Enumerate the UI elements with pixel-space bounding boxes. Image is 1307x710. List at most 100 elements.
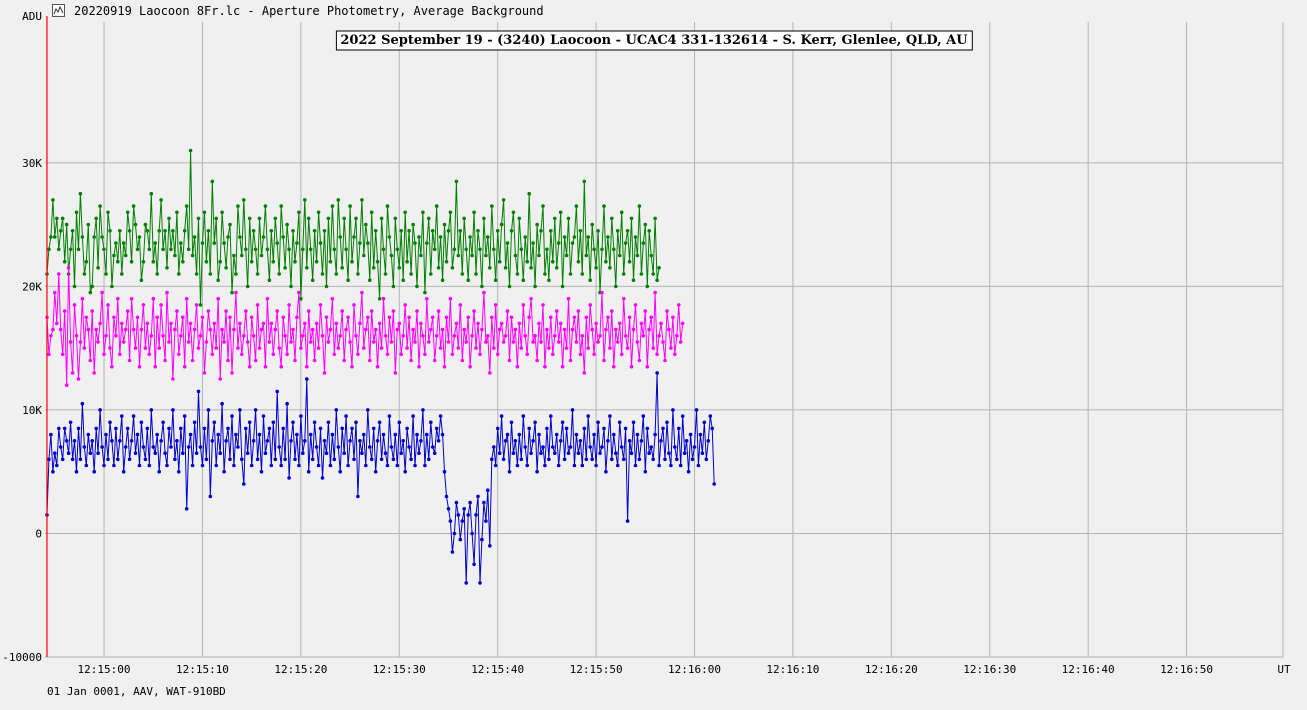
- data-point: [452, 531, 457, 536]
- data-point: [283, 266, 287, 270]
- data-point: [578, 439, 583, 443]
- data-point: [429, 327, 433, 332]
- data-point: [507, 469, 512, 474]
- data-point: [147, 463, 152, 468]
- data-point: [598, 451, 602, 456]
- data-point: [576, 451, 581, 456]
- data-point: [657, 266, 661, 270]
- data-point: [143, 346, 148, 350]
- data-point: [493, 278, 498, 283]
- data-point: [94, 216, 98, 221]
- data-point: [230, 371, 234, 375]
- data-point: [275, 241, 280, 245]
- data-point: [476, 494, 480, 499]
- data-point: [440, 278, 445, 283]
- data-point: [464, 247, 469, 252]
- data-point: [60, 216, 65, 221]
- data-point: [625, 519, 630, 523]
- data-point: [574, 432, 579, 437]
- data-point: [641, 414, 646, 418]
- data-point: [617, 321, 622, 326]
- data-point: [547, 457, 551, 462]
- data-point: [153, 451, 157, 456]
- data-point: [114, 334, 118, 338]
- data-point: [163, 229, 167, 233]
- data-point: [155, 315, 159, 320]
- data-point: [541, 204, 545, 208]
- data-point: [108, 420, 112, 425]
- data-point: [511, 210, 516, 215]
- data-point: [507, 284, 512, 289]
- data-point: [114, 426, 118, 431]
- x-tick-label: 12:15:50: [570, 663, 623, 676]
- data-point: [639, 272, 644, 276]
- data-point: [513, 253, 518, 258]
- data-point: [482, 216, 486, 221]
- data-point: [230, 414, 234, 418]
- data-point: [688, 432, 693, 437]
- data-point: [366, 315, 370, 320]
- data-point: [244, 426, 248, 431]
- data-point: [492, 247, 496, 252]
- data-point: [232, 327, 236, 332]
- data-point: [600, 290, 604, 295]
- data-point: [509, 420, 514, 425]
- data-point: [551, 352, 555, 357]
- data-point: [330, 204, 335, 208]
- data-point: [275, 389, 280, 394]
- data-point: [141, 445, 146, 449]
- data-point: [373, 327, 378, 332]
- data-point: [293, 358, 297, 363]
- data-point: [497, 451, 502, 456]
- data-point: [421, 210, 425, 215]
- data-point: [519, 247, 524, 252]
- data-point: [503, 334, 508, 338]
- data-point: [371, 426, 376, 431]
- data-point: [490, 204, 494, 208]
- data-point: [236, 204, 240, 208]
- data-point: [86, 432, 91, 437]
- data-point: [186, 445, 191, 449]
- data-point: [665, 420, 669, 425]
- data-point: [177, 272, 181, 276]
- data-point: [358, 241, 362, 245]
- data-point: [671, 315, 675, 320]
- data-point: [409, 457, 413, 462]
- data-point: [446, 340, 451, 344]
- data-point: [612, 247, 616, 252]
- series-layer: [45, 16, 716, 657]
- data-point: [657, 334, 661, 338]
- data-point: [556, 241, 561, 245]
- data-point: [521, 278, 526, 283]
- data-point: [436, 309, 441, 313]
- data-point: [627, 315, 632, 320]
- data-point: [244, 309, 248, 313]
- y-tick-label: -10000: [2, 651, 42, 664]
- data-point: [182, 364, 187, 369]
- data-point: [293, 457, 297, 462]
- data-point: [633, 235, 638, 239]
- data-point: [407, 445, 411, 449]
- data-point: [214, 216, 218, 221]
- data-point: [515, 364, 520, 369]
- data-point: [474, 513, 478, 517]
- data-point: [653, 216, 657, 221]
- data-point: [303, 321, 307, 326]
- data-point: [165, 463, 169, 468]
- data-point: [566, 296, 571, 301]
- data-point: [610, 216, 614, 221]
- data-point: [234, 432, 238, 437]
- data-point: [153, 241, 157, 245]
- data-point: [659, 439, 663, 443]
- data-point: [208, 327, 213, 332]
- data-point: [588, 303, 592, 307]
- data-point: [279, 463, 284, 468]
- chart-window-icon[interactable]: [52, 4, 65, 17]
- data-point: [82, 346, 87, 350]
- data-point: [588, 278, 592, 283]
- data-point: [186, 340, 191, 344]
- data-point: [385, 463, 390, 468]
- data-point: [505, 309, 510, 313]
- data-point: [454, 321, 459, 326]
- data-point: [501, 457, 506, 462]
